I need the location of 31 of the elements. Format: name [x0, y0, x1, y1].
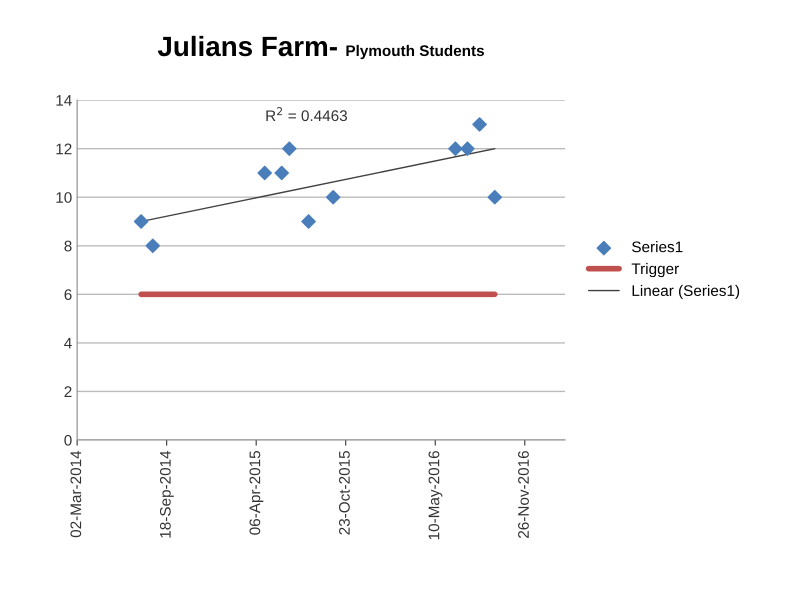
chart-title: Julians Farm-	[158, 36, 337, 56]
point	[145, 238, 160, 254]
y-tick-label: 2	[64, 386, 72, 397]
y-tick-label: 8	[64, 240, 72, 252]
point	[488, 190, 502, 205]
x-tick-label: 02-Mar-2014	[70, 450, 82, 538]
y-tick-label: 6	[64, 289, 72, 300]
point	[301, 214, 316, 229]
x-tick-label: 26-Nov-2016	[518, 451, 529, 538]
y-tick-label: 12	[56, 144, 72, 154]
legend-label: Series1	[632, 241, 682, 252]
point	[134, 214, 148, 229]
legend-label: Trigger	[632, 262, 679, 278]
point	[448, 141, 463, 156]
annotation: R$^{2}$ = 0.4463	[266, 107, 347, 122]
legend-label: Linear (Series1)	[632, 284, 740, 300]
point	[257, 166, 272, 180]
point	[326, 190, 340, 205]
x-tick-label: 18-Sep-2014	[160, 450, 174, 538]
x-tick-label: 10-May-2016	[428, 451, 442, 540]
x-tick-label: 06-Apr-2015	[249, 451, 264, 535]
y-tick-label: 10	[56, 192, 72, 203]
point	[282, 141, 297, 156]
point	[460, 141, 475, 156]
y-tick-label: 4	[64, 338, 72, 348]
point	[472, 117, 487, 132]
y-tick-label: 0	[64, 434, 72, 446]
x-tick-label: 23-Oct-2015	[339, 451, 350, 535]
chart-subtitle: Plymouth Students	[346, 44, 484, 60]
y-tick-label: 14	[56, 95, 72, 106]
point	[274, 166, 289, 180]
